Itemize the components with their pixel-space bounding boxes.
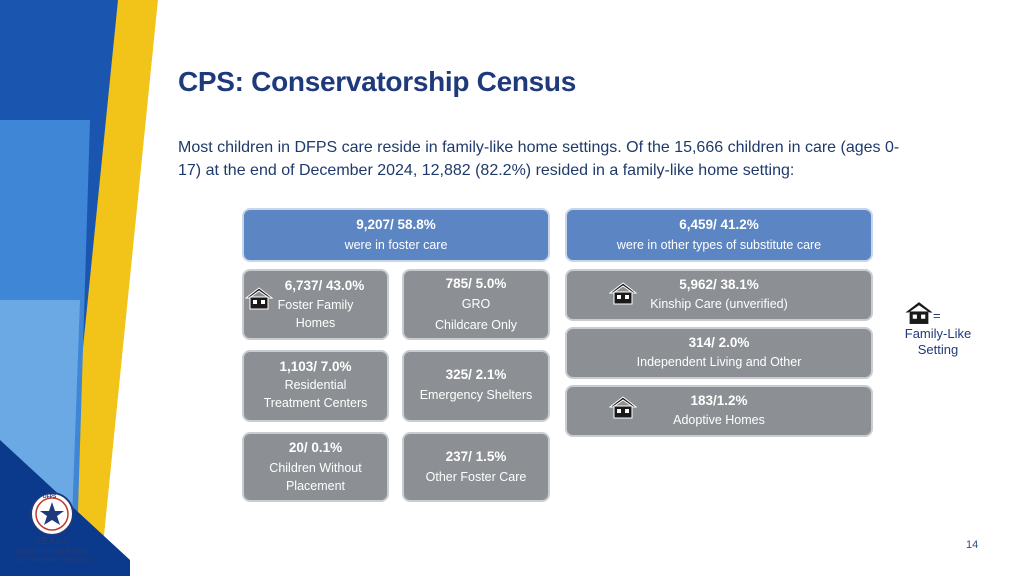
house-icon <box>245 287 273 310</box>
box-value: 1,103/ 7.0% <box>279 359 352 374</box>
decorative-side-band <box>0 0 170 576</box>
dfps-logo: DFPS TEXAS Department of Family and Prot… <box>10 492 94 565</box>
box-desc: Kinship Care (unverified) <box>650 297 788 311</box>
box-desc: Independent Living and Other <box>636 355 802 369</box>
independent-living-box: 314/ 2.0% Independent Living and Other <box>565 327 873 379</box>
intro-paragraph: Most children in DFPS care reside in fam… <box>178 139 900 179</box>
emergency-shelters-box: 325/ 2.1% Emergency Shelters <box>402 350 550 422</box>
house-icon <box>609 396 637 419</box>
box-value: 785/ 5.0% <box>445 276 507 291</box>
box-value: 325/ 2.1% <box>445 367 507 382</box>
logo-badge: DFPS <box>43 494 57 500</box>
box-desc: Emergency Shelters <box>419 388 533 402</box>
box-desc: Placement <box>285 479 346 493</box>
house-icon <box>905 302 933 324</box>
box-value: 5,962/ 38.1% <box>679 277 759 292</box>
logo-text: and Protective Services <box>12 557 92 564</box>
box-desc: Foster Family <box>277 298 354 312</box>
box-value: 183/1.2% <box>690 393 748 408</box>
legend-label: Setting <box>917 342 959 357</box>
box-desc: Homes <box>295 316 336 330</box>
box-value: 6,459/ 41.2% <box>679 217 759 232</box>
foster-care-header-box: 9,207/ 58.8% were in foster care <box>242 208 550 262</box>
box-desc: Adoptive Homes <box>673 413 765 427</box>
box-value: 314/ 2.0% <box>688 335 750 350</box>
box-desc: Residential <box>284 378 347 392</box>
page-title: CPS: Conservatorship Census <box>178 66 576 97</box>
box-desc: Treatment Centers <box>263 396 368 410</box>
other-foster-care-box: 237/ 1.5% Other Foster Care <box>402 432 550 502</box>
family-like-legend: = Family-Like Setting <box>900 300 976 358</box>
other-care-header-box: 6,459/ 41.2% were in other types of subs… <box>565 208 873 262</box>
house-icon <box>609 282 637 305</box>
gro-box: 785/ 5.0% GRO Childcare Only <box>402 269 550 340</box>
box-value: 20/ 0.1% <box>288 440 343 455</box>
box-desc: GRO <box>461 297 491 311</box>
legend-label: Family-Like <box>904 326 972 341</box>
legend-equals: = <box>933 308 941 323</box>
box-desc: were in foster care <box>344 238 448 252</box>
logo-text: Department of Family <box>16 548 88 555</box>
dfps-seal-icon <box>30 492 74 536</box>
page-number: 14 <box>966 539 979 551</box>
residential-treatment-box: 1,103/ 7.0% Residential Treatment Center… <box>242 350 389 422</box>
box-desc: were in other types of substitute care <box>616 238 822 252</box>
box-desc: Children Without <box>269 461 362 475</box>
box-value: 6,737/ 43.0% <box>284 278 365 293</box>
box-desc: Childcare Only <box>435 318 517 332</box>
children-without-placement-box: 20/ 0.1% Children Without Placement <box>242 432 389 502</box>
logo-text: TEXAS <box>35 536 69 547</box>
box-value: 237/ 1.5% <box>445 449 507 464</box>
box-value: 9,207/ 58.8% <box>356 217 436 232</box>
box-desc: Other Foster Care <box>425 470 527 484</box>
